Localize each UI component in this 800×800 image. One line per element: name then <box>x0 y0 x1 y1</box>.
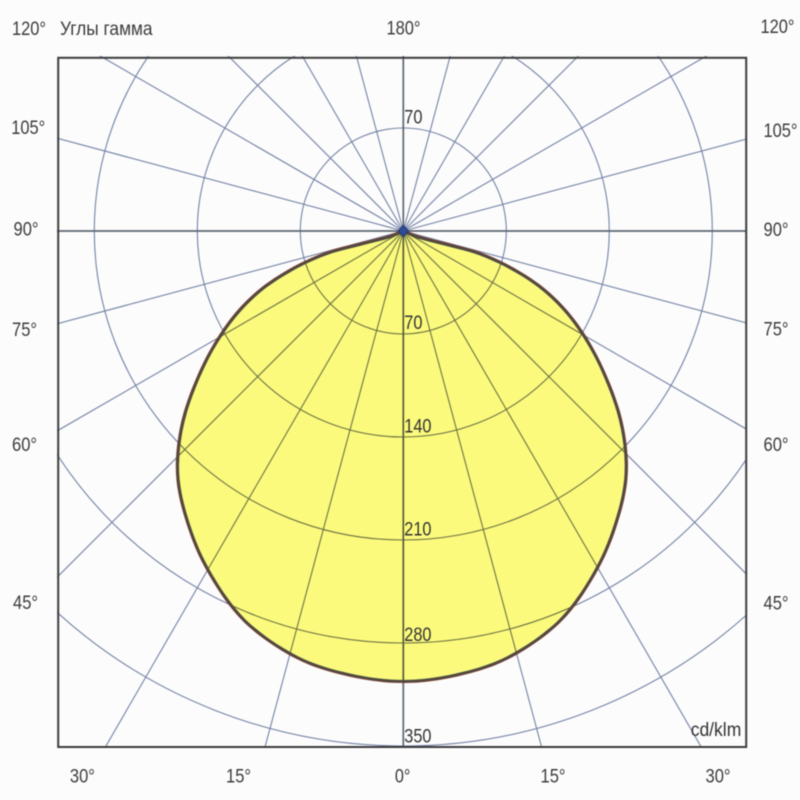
svg-text:30°: 30° <box>706 766 731 787</box>
svg-text:105°: 105° <box>764 121 798 142</box>
svg-text:30°: 30° <box>70 766 95 787</box>
svg-text:90°: 90° <box>14 220 39 241</box>
svg-text:180°: 180° <box>387 19 421 40</box>
svg-text:90°: 90° <box>764 220 789 241</box>
svg-text:75°: 75° <box>12 320 37 341</box>
svg-text:210: 210 <box>404 520 431 541</box>
svg-text:120°: 120° <box>12 19 46 40</box>
svg-text:45°: 45° <box>764 594 789 615</box>
svg-text:350: 350 <box>404 727 431 748</box>
svg-text:60°: 60° <box>12 435 37 456</box>
svg-text:75°: 75° <box>764 320 789 341</box>
svg-text:0°: 0° <box>395 766 411 787</box>
svg-text:15°: 15° <box>226 766 251 787</box>
svg-text:280: 280 <box>404 625 431 646</box>
svg-text:Углы гамма: Углы гамма <box>60 19 153 40</box>
svg-text:140: 140 <box>404 417 431 438</box>
svg-text:70: 70 <box>404 313 422 334</box>
svg-text:120°: 120° <box>761 17 795 38</box>
svg-text:45°: 45° <box>13 593 38 614</box>
svg-text:cd/klm: cd/klm <box>691 720 742 741</box>
svg-text:60°: 60° <box>764 435 789 456</box>
svg-text:70: 70 <box>404 108 422 129</box>
svg-text:15°: 15° <box>541 766 566 787</box>
svg-text:105°: 105° <box>11 118 45 139</box>
